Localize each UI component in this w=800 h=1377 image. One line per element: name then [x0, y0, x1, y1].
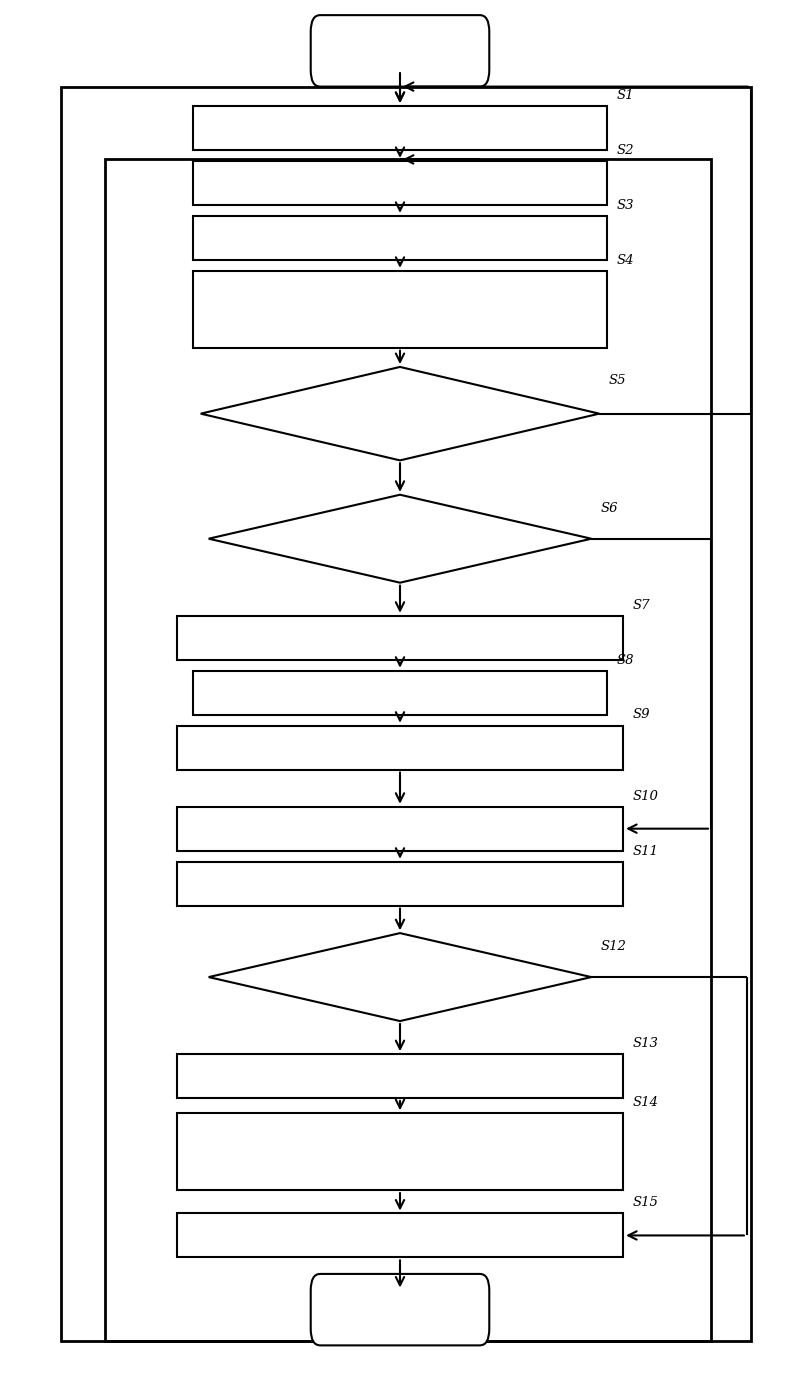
Text: S12: S12	[601, 940, 626, 953]
Polygon shape	[209, 934, 591, 1022]
FancyBboxPatch shape	[177, 862, 623, 906]
FancyBboxPatch shape	[193, 106, 607, 150]
FancyBboxPatch shape	[177, 1113, 623, 1190]
Text: S14: S14	[633, 1096, 658, 1108]
Text: S15: S15	[633, 1197, 658, 1209]
Text: S10: S10	[633, 789, 658, 803]
FancyBboxPatch shape	[177, 807, 623, 851]
FancyBboxPatch shape	[310, 15, 490, 87]
Text: S8: S8	[617, 654, 634, 666]
FancyBboxPatch shape	[177, 1213, 623, 1257]
Text: S13: S13	[633, 1037, 658, 1049]
Polygon shape	[201, 366, 599, 460]
FancyBboxPatch shape	[193, 161, 607, 205]
Text: S7: S7	[633, 599, 650, 611]
Text: S6: S6	[601, 501, 618, 515]
Text: S2: S2	[617, 143, 634, 157]
FancyBboxPatch shape	[193, 216, 607, 260]
FancyBboxPatch shape	[177, 726, 623, 770]
Text: S11: S11	[633, 844, 658, 858]
Text: S5: S5	[609, 373, 626, 387]
FancyBboxPatch shape	[193, 271, 607, 348]
Text: S1: S1	[617, 88, 634, 102]
FancyBboxPatch shape	[310, 1274, 490, 1345]
FancyBboxPatch shape	[177, 1053, 623, 1097]
Text: S3: S3	[617, 198, 634, 212]
FancyBboxPatch shape	[193, 671, 607, 715]
Text: S9: S9	[633, 709, 650, 722]
Polygon shape	[209, 494, 591, 582]
FancyBboxPatch shape	[177, 616, 623, 660]
Text: S4: S4	[617, 253, 634, 267]
